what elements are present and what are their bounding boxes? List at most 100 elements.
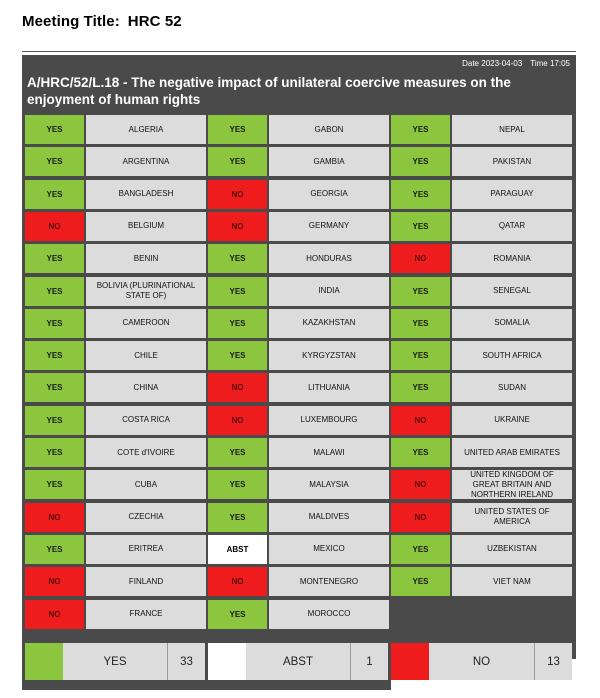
country-name: PAKISTAN: [452, 147, 572, 177]
country-name: GEORGIA: [269, 179, 389, 209]
vote-row: NO UKRAINE: [391, 405, 572, 435]
vote-badge: YES: [208, 244, 267, 274]
vote-row: YES MALAWI: [208, 438, 389, 467]
abst-swatch: [208, 643, 246, 680]
vote-row: NO UNITED KINGDOM OF GREAT BRITAIN AND NO…: [391, 470, 572, 500]
vote-row: YES GAMBIA: [208, 147, 389, 177]
vote-results-panel: Date 2023-04-03 Time 17:05 A/HRC/52/L.18…: [22, 55, 576, 690]
date-time: Date 2023-04-03 Time 17:05: [462, 59, 570, 68]
vote-row: YES SENEGAL: [391, 276, 572, 306]
summary-yes-count: 33: [180, 655, 193, 668]
vote-row: NO FRANCE: [25, 599, 206, 629]
vote-badge: YES: [25, 470, 84, 500]
vote-badge: YES: [208, 502, 267, 532]
vote-row: YES MOROCCO: [208, 599, 389, 629]
vote-row: YES CHILE: [25, 341, 206, 371]
vote-badge: YES: [391, 438, 450, 467]
vote-badge: YES: [25, 147, 84, 177]
vote-badge: YES: [391, 147, 450, 177]
country-name: QATAR: [452, 211, 572, 241]
vote-badge: YES: [391, 373, 450, 403]
country-name: MALDIVES: [269, 502, 389, 532]
country-name: MONTENEGRO: [269, 567, 389, 597]
vote-row: YES SOMALIA: [391, 308, 572, 338]
vote-row: YES BANGLADESH: [25, 179, 206, 209]
vote-badge: YES: [25, 438, 84, 467]
country-name: BELGIUM: [86, 211, 206, 241]
country-name: KYRGYZSTAN: [269, 341, 389, 371]
vote-badge: NO: [208, 373, 267, 403]
country-name: CZECHIA: [86, 502, 206, 532]
vote-row: NO MONTENEGRO: [208, 567, 389, 597]
country-name: VIET NAM: [452, 567, 572, 597]
country-name: MOROCCO: [269, 599, 389, 629]
vote-badge: NO: [25, 567, 84, 597]
vote-badge: YES: [25, 308, 84, 338]
vote-badge: NO: [391, 244, 450, 274]
country-name: MALAWI: [269, 438, 389, 467]
summary-abst-count: 1: [366, 655, 373, 668]
time-label: Time: [530, 59, 548, 68]
vote-row: YES HONDURAS: [208, 244, 389, 274]
vote-row: NO LITHUANIA: [208, 373, 389, 403]
vote-badge: NO: [208, 405, 267, 435]
meeting-title-value: HRC 52: [127, 13, 182, 30]
vote-row: YES CUBA: [25, 470, 206, 500]
vote-badge: YES: [391, 308, 450, 338]
vote-row: YES VIET NAM: [391, 567, 572, 597]
vote-row: YES PARAGUAY: [391, 179, 572, 209]
vote-row: YES COSTA RICA: [25, 405, 206, 435]
country-name: COTE d'IVOIRE: [86, 438, 206, 467]
vote-badge: YES: [208, 470, 267, 500]
vote-badge: YES: [391, 276, 450, 306]
vote-badge: NO: [25, 211, 84, 241]
country-name: ROMANIA: [452, 244, 572, 274]
vote-row: NO FINLAND: [25, 567, 206, 597]
country-name: CUBA: [86, 470, 206, 500]
country-name: SOUTH AFRICA: [452, 341, 572, 371]
country-name: MEXICO: [269, 534, 389, 564]
vote-badge: NO: [391, 502, 450, 532]
country-name: GABON: [269, 115, 389, 144]
vote-badge: NO: [25, 599, 84, 629]
date-label: Date: [462, 59, 480, 68]
vote-badge: YES: [208, 599, 267, 629]
vote-row: NO GERMANY: [208, 211, 389, 241]
vote-summary: YES 33 ABST 1 NO 13: [22, 635, 576, 690]
vote-row: YES CHINA: [25, 373, 206, 403]
country-name: BENIN: [86, 244, 206, 274]
country-name: LITHUANIA: [269, 373, 389, 403]
vote-row: YES MALDIVES: [208, 502, 389, 532]
country-name: UZBEKISTAN: [452, 534, 572, 564]
vote-badge: YES: [25, 276, 84, 306]
vote-badge: YES: [208, 438, 267, 467]
vote-badge: YES: [391, 567, 450, 597]
vote-row: YES QATAR: [391, 211, 572, 241]
country-name: INDIA: [269, 276, 389, 306]
vote-badge: NO: [391, 470, 450, 500]
vote-badge: YES: [208, 115, 267, 144]
summary-no-count: 13: [547, 655, 560, 668]
vote-row: YES ARGENTINA: [25, 147, 206, 177]
vote-row: YES INDIA: [208, 276, 389, 306]
vote-badge: YES: [391, 211, 450, 241]
vote-badge: YES: [25, 179, 84, 209]
summary-no-label: NO: [429, 643, 535, 680]
vote-badge: YES: [391, 179, 450, 209]
country-name: LUXEMBOURG: [269, 405, 389, 435]
vote-row: YES PAKISTAN: [391, 147, 572, 177]
country-name: SENEGAL: [452, 276, 572, 306]
date-value: 2023-04-03: [481, 59, 523, 68]
country-name: PARAGUAY: [452, 179, 572, 209]
vote-row: ABST MEXICO: [208, 534, 389, 564]
summary-abst: ABST 1: [208, 643, 388, 680]
vote-row: YES CAMEROON: [25, 308, 206, 338]
vote-row: YES SUDAN: [391, 373, 572, 403]
meeting-title-label: Meeting Title:: [22, 13, 120, 30]
vote-badge: NO: [208, 567, 267, 597]
country-name: UKRAINE: [452, 405, 572, 435]
vote-row: YES KYRGYZSTAN: [208, 341, 389, 371]
country-name: CAMEROON: [86, 308, 206, 338]
country-name: ERITREA: [86, 534, 206, 564]
summary-no: NO 13: [391, 643, 572, 680]
